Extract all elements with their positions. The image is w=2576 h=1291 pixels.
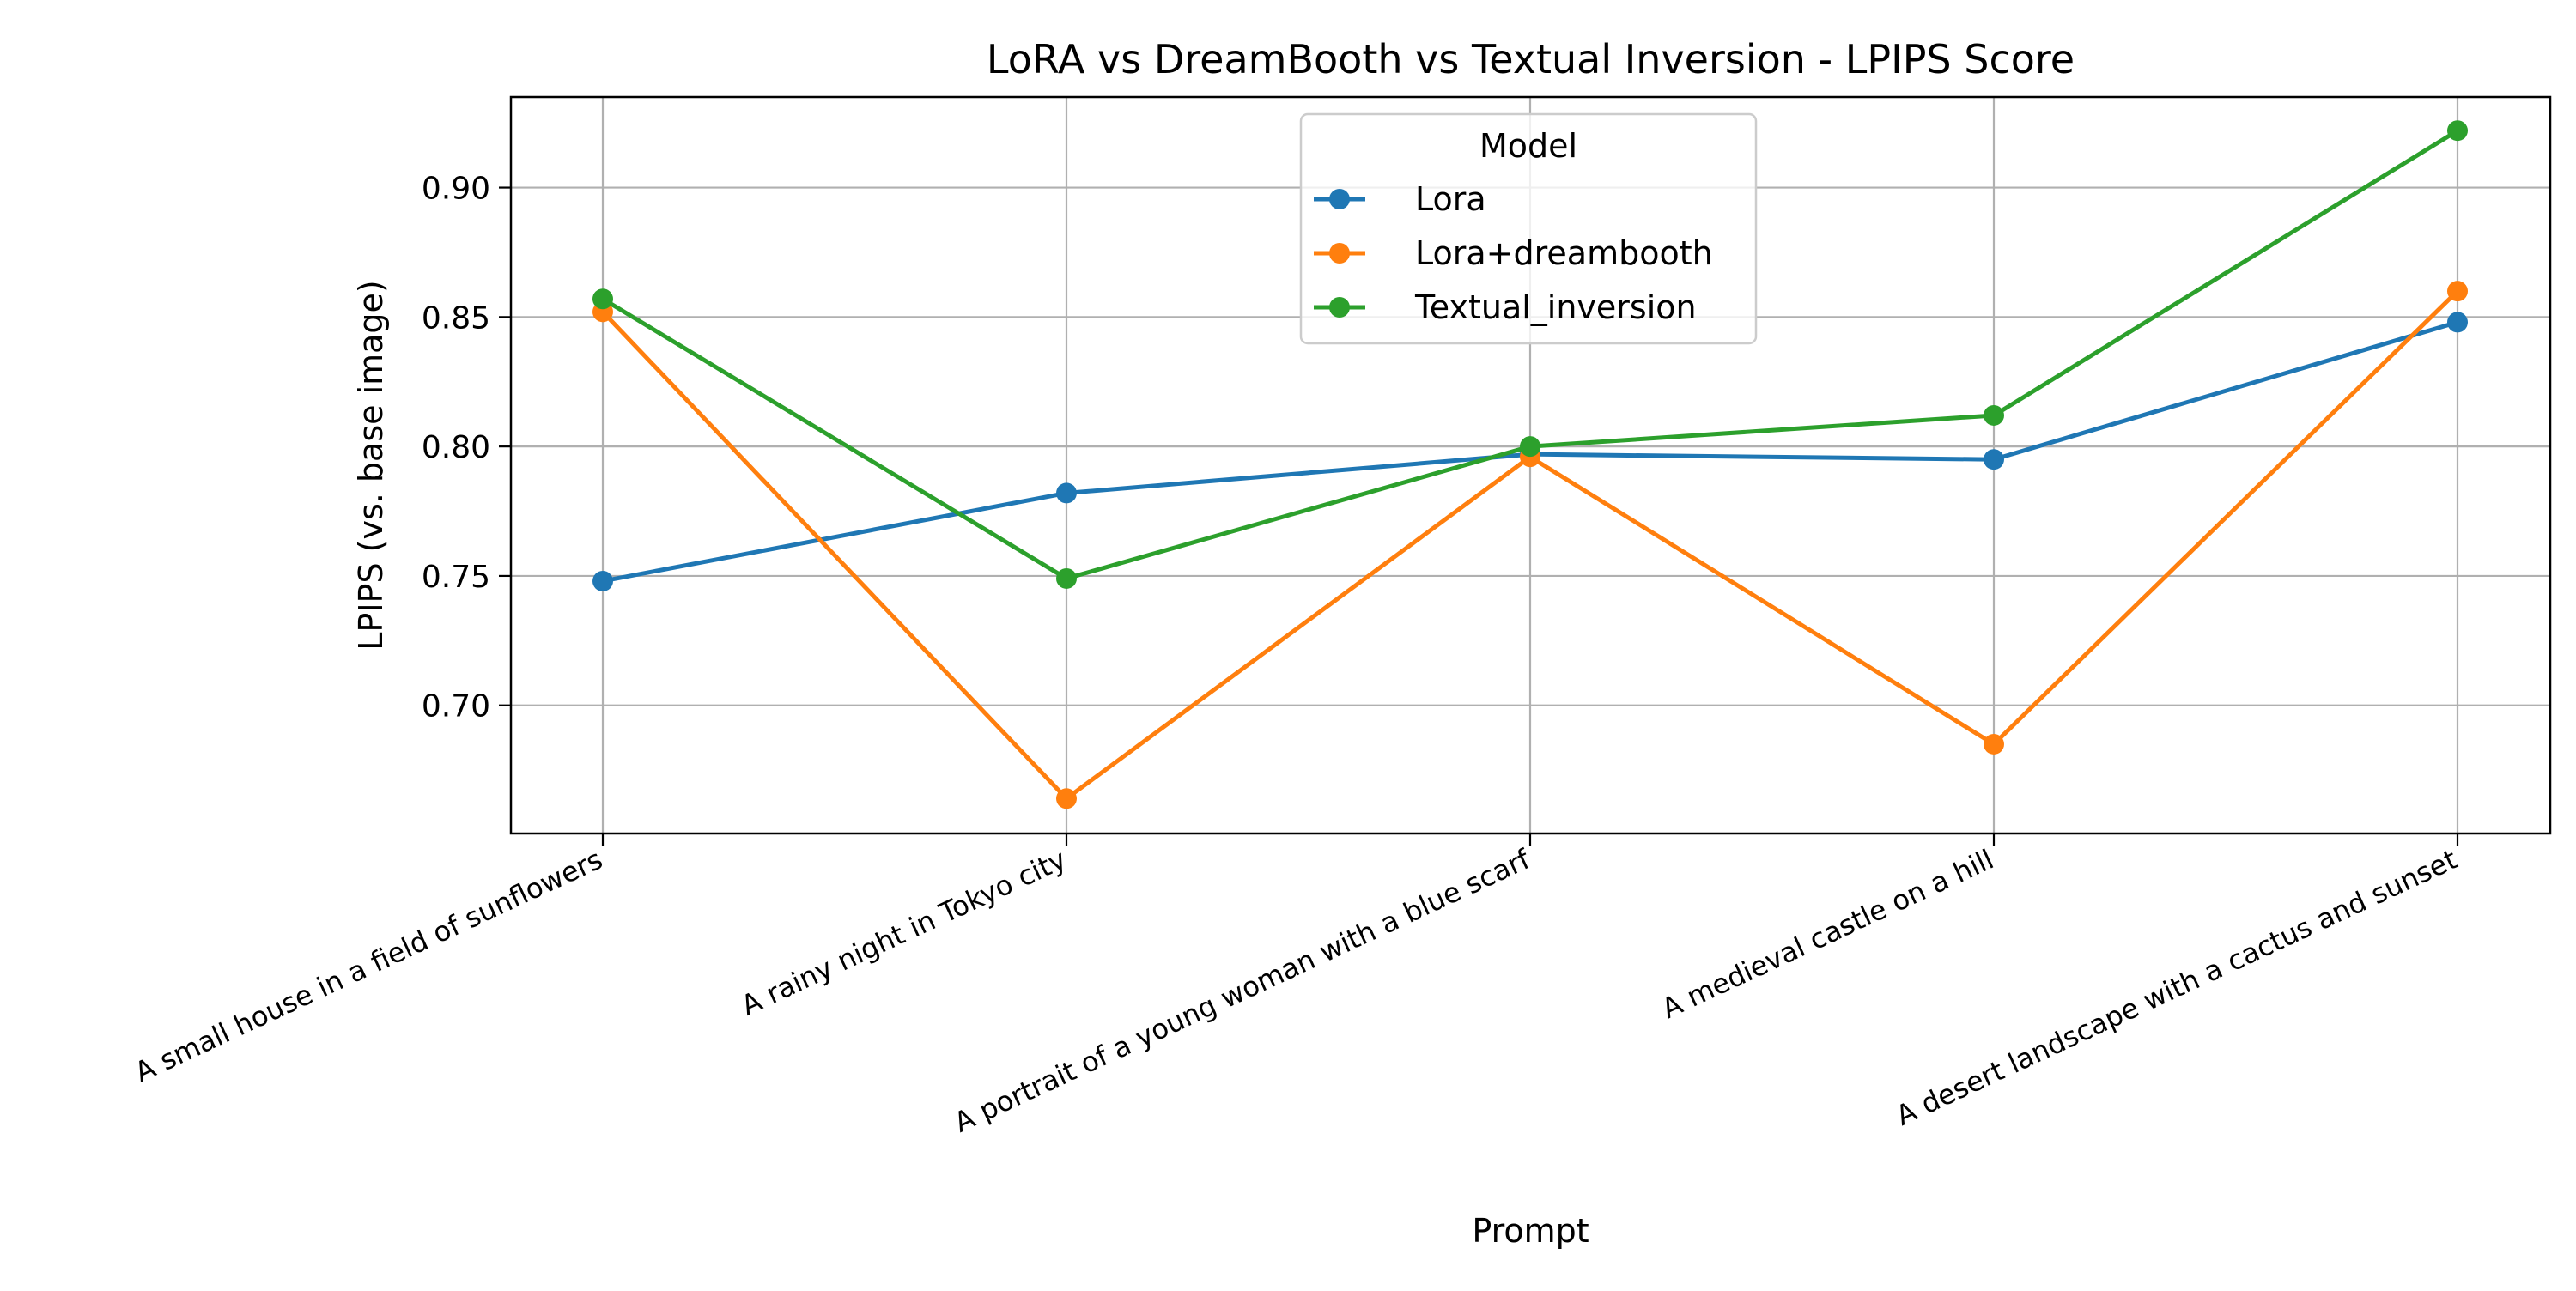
y-axis-title: LPIPS (vs. base image) — [352, 280, 390, 651]
data-point — [2447, 281, 2468, 302]
legend: Model Lora Lora+dreambooth Textual_inversio… — [1299, 112, 1758, 345]
data-point — [1984, 449, 2004, 470]
data-point — [1984, 733, 2004, 755]
data-point — [2447, 120, 2468, 142]
data-point — [1056, 482, 1077, 504]
series-textual-inversion — [592, 120, 2468, 589]
legend-label: Lora — [1415, 180, 1486, 218]
data-point — [592, 570, 613, 591]
y-tick-label: 0.80 — [422, 430, 490, 465]
legend-swatch-marker — [1329, 243, 1350, 264]
legend-swatch-marker — [1329, 189, 1350, 209]
legend-item: Textual_inversion — [1314, 288, 1697, 326]
series-lora-dreambooth — [592, 281, 2468, 809]
legend-item: Lora — [1314, 180, 1486, 218]
data-point — [592, 288, 613, 310]
data-point — [1056, 567, 1077, 589]
legend-title: Model — [1479, 127, 1577, 165]
legend-box — [1299, 112, 1758, 345]
y-tick-label: 0.85 — [422, 300, 490, 336]
legend-swatch-marker — [1329, 297, 1350, 318]
legend-label: Lora+dreambooth — [1415, 234, 1713, 272]
legend-label: Textual_inversion — [1414, 288, 1697, 326]
data-point — [2447, 312, 2468, 333]
chart-title: LoRA vs DreamBooth vs Textual Inversion … — [987, 36, 2075, 82]
data-point — [1056, 788, 1077, 809]
y-tick-label: 0.90 — [422, 172, 490, 207]
y-tick-label: 0.75 — [422, 560, 490, 595]
x-axis-title: Prompt — [1472, 1212, 1589, 1250]
data-point — [1984, 404, 2004, 426]
y-tick-label: 0.70 — [422, 689, 490, 724]
series-lines — [592, 120, 2468, 809]
data-point — [1520, 436, 1540, 458]
legend-item: Lora+dreambooth — [1314, 234, 1713, 272]
